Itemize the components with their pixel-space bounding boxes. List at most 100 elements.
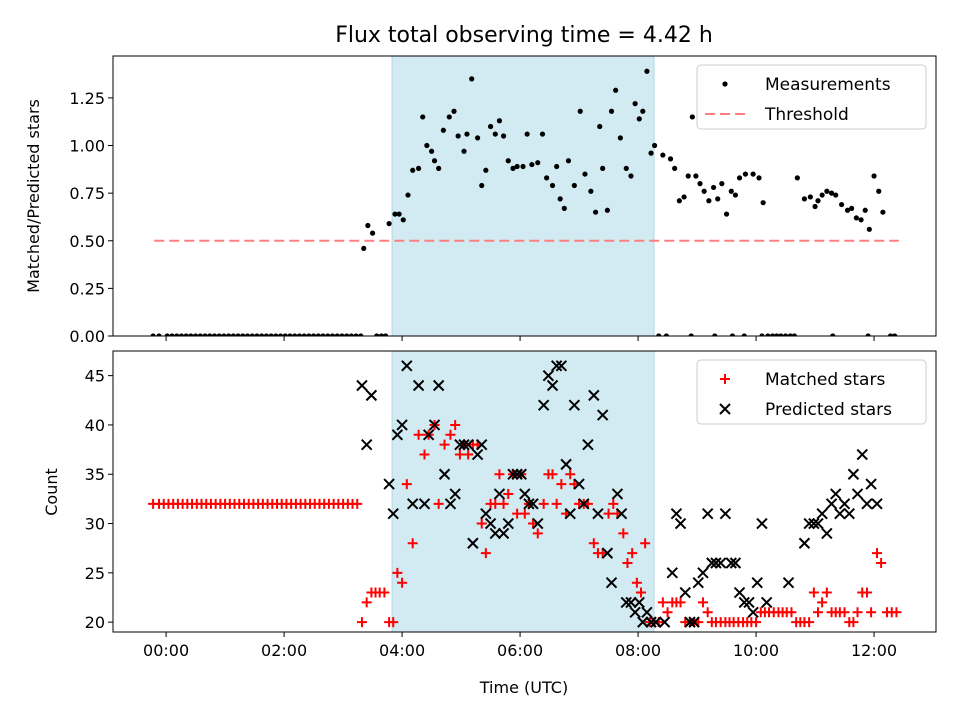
measurement-point: [830, 333, 836, 336]
measurement-point: [774, 333, 780, 336]
measurement-point: [544, 175, 550, 181]
y-tick-label: 35: [85, 465, 105, 484]
predicted-star-marker: [588, 389, 600, 402]
measurement-point: [410, 167, 416, 173]
predicted-star-marker: [865, 478, 877, 490]
measurement-point: [207, 333, 213, 336]
predicted-star-marker: [360, 438, 373, 451]
matched-star-marker: [848, 617, 859, 628]
axes-frame: [112, 350, 937, 633]
y-tick-label: 30: [85, 515, 105, 534]
predicted-star-marker: [365, 389, 378, 402]
predicted-star-marker: [738, 596, 750, 609]
y-tick-label: 40: [85, 416, 105, 435]
measurement-point: [712, 333, 718, 336]
measurement-point: [424, 142, 430, 149]
predicted-star-marker: [733, 586, 746, 599]
measurement-point: [876, 188, 882, 194]
predicted-star-marker: [692, 576, 704, 589]
matched-star-marker: [503, 488, 514, 499]
predicted-star-marker: [383, 478, 395, 490]
measurement-point: [554, 163, 560, 170]
measurement-point: [500, 133, 507, 139]
measurement-point: [688, 333, 694, 336]
measurement-point: [216, 333, 222, 336]
matched-star-marker: [808, 587, 819, 598]
measurement-point: [736, 175, 743, 181]
legend: Matched stars Predicted stars: [696, 359, 927, 425]
measurement-point: [164, 333, 170, 336]
measurement-point: [361, 245, 367, 251]
measurement-point: [597, 123, 603, 130]
measurement-point: [715, 196, 721, 202]
legend-marker-plus: [720, 374, 730, 384]
matched-star-marker: [352, 498, 363, 509]
measurement-point: [819, 192, 825, 198]
measurement-point: [600, 165, 606, 171]
predicted-star-marker: [493, 488, 506, 500]
predicted-star-marker: [825, 498, 838, 510]
predicted-star-marker: [462, 438, 474, 451]
y-tick-label: 45: [85, 367, 105, 386]
predicted-star-marker: [710, 557, 722, 569]
matched-star-marker: [498, 498, 509, 509]
measurement-point: [648, 150, 654, 156]
measurement-point: [428, 148, 435, 154]
matched-star-marker: [532, 528, 543, 539]
predicted-star-marker: [582, 438, 594, 451]
predicted-star-marker: [555, 360, 568, 372]
axes-frame: [112, 55, 937, 337]
measurement-point: [849, 205, 855, 211]
measurement-point: [277, 333, 284, 336]
measurement-point: [469, 76, 475, 82]
matched-star-marker: [622, 557, 633, 568]
predicted-star-marker: [546, 379, 559, 392]
predicted-star-marker: [418, 498, 431, 510]
measurement-point: [865, 333, 871, 336]
x-tick-label: 02:00: [261, 641, 307, 660]
measurement-point: [613, 87, 619, 93]
legend-box: [696, 64, 927, 130]
legend-label: Measurements: [765, 75, 891, 95]
matched-star-marker: [397, 577, 408, 588]
measurement-point: [828, 190, 835, 196]
measurement-point: [211, 333, 218, 336]
predicted-star-marker: [701, 507, 714, 520]
predicted-star-marker: [615, 507, 628, 520]
measurement-point: [524, 131, 530, 137]
measurement-point: [325, 333, 331, 336]
matched-star-marker: [556, 479, 567, 490]
x-tick-label: 10:00: [733, 641, 779, 660]
measurement-point: [405, 192, 411, 198]
measurement-point: [240, 333, 246, 336]
measurement-point: [644, 68, 650, 74]
y-tick-label: 20: [85, 613, 105, 632]
measurement-point: [839, 201, 845, 208]
predicted-star-marker: [356, 379, 368, 392]
measurement-point: [651, 142, 658, 149]
measurement-point: [386, 221, 392, 227]
predicted-star-marker: [803, 517, 815, 530]
measurement-point: [824, 188, 830, 194]
measurement-point: [353, 333, 359, 336]
predicted-star-marker: [432, 379, 445, 392]
y-tick-label: 0.75: [69, 184, 105, 203]
measurement-point: [535, 160, 541, 166]
measurement-point: [706, 198, 712, 204]
x-tick-label: 00:00: [143, 641, 189, 660]
measurement-point: [192, 333, 199, 336]
matched-star-marker: [392, 567, 403, 578]
predicted-star-marker: [611, 488, 624, 500]
predicted-star-marker: [438, 468, 451, 480]
predicted-star-marker: [449, 488, 461, 500]
predicted-star-marker: [829, 488, 842, 500]
measurement-point: [334, 333, 340, 336]
measurement-point: [582, 171, 588, 177]
matched-star-marker: [413, 429, 424, 440]
measurement-point: [455, 133, 461, 139]
measurement-point: [640, 108, 646, 114]
measurement-point: [656, 333, 662, 336]
matched-star-marker: [817, 597, 828, 608]
predicted-star-marker: [679, 586, 691, 599]
predicted-star-marker: [507, 468, 519, 480]
